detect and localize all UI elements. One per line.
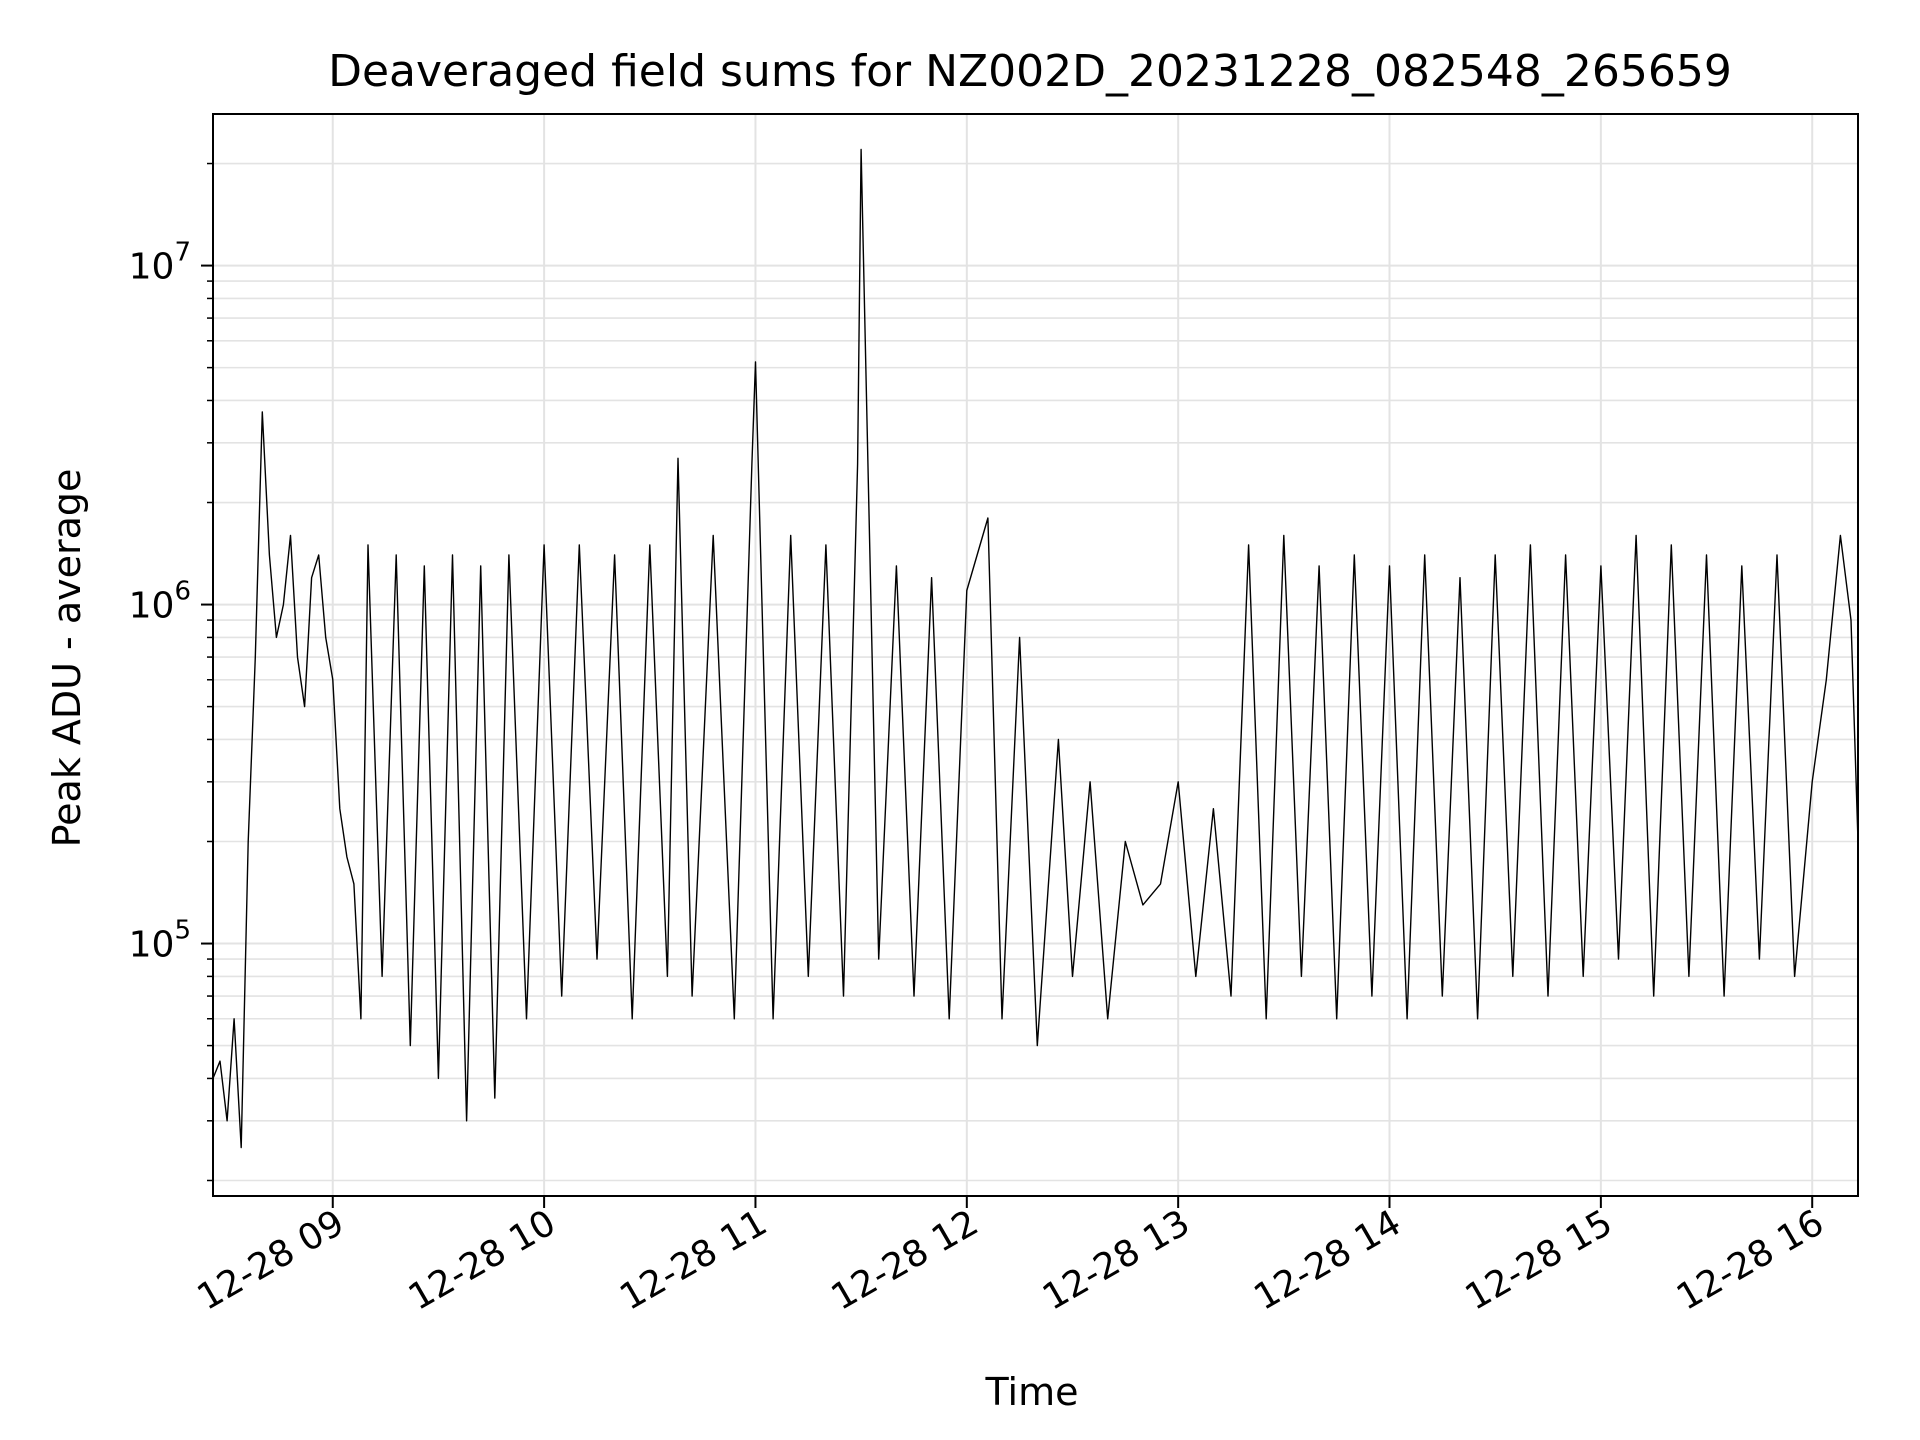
x-tick-label: 12-28 15 (1459, 1202, 1620, 1318)
x-tick-label: 12-28 12 (825, 1202, 986, 1318)
y-axis-label: Peak ADU - average (45, 469, 89, 848)
y-tick-label: 107 (129, 238, 191, 288)
y-axis: 105 106 107 (129, 162, 213, 1182)
plot-frame (212, 113, 1859, 1197)
x-tick-label: 12-28 13 (1036, 1202, 1197, 1318)
x-axis: 12-28 09 12-28 10 12-28 11 12-28 12 12-28 13… (191, 1196, 1831, 1319)
x-tick-label: 12-28 14 (1247, 1202, 1408, 1318)
grid (213, 114, 1858, 1196)
x-axis-label: Time (985, 1370, 1079, 1414)
x-tick-label: 12-28 11 (613, 1202, 774, 1318)
y-tick-label: 105 (129, 916, 191, 966)
y-tick-label: 106 (129, 577, 191, 627)
chart-title: Deaveraged field sums for NZ002D_2023122… (328, 46, 1732, 97)
x-tick-label: 12-28 10 (402, 1202, 563, 1318)
series-line (212, 148, 1859, 1149)
series-layer (212, 148, 1859, 1149)
x-tick-label: 12-28 09 (191, 1202, 352, 1318)
x-tick-label: 12-28 16 (1670, 1202, 1831, 1318)
